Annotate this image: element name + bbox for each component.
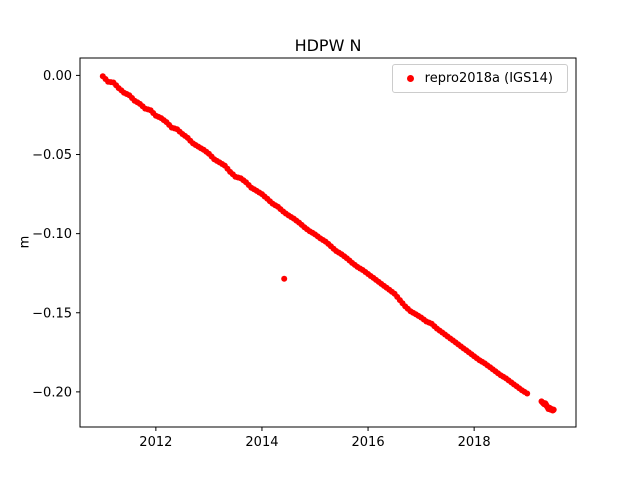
y-axis-label: m [17,235,33,249]
chart-title: HDPW N [294,36,362,55]
scatter-series [99,73,557,414]
data-point [524,390,531,397]
data-point [281,275,288,282]
x-tick-label: 2018 [458,435,491,450]
legend-marker-dot-icon [406,75,414,82]
x-tick-label: 2016 [352,435,385,450]
legend-entry-label: repro2018a (IGS14) [424,71,553,86]
y-tick-label: −0.05 [32,148,72,163]
y-tick-label: −0.10 [32,227,72,242]
legend: repro2018a (IGS14) [391,64,568,93]
data-point [550,406,557,413]
x-tick-label: 2012 [139,435,172,450]
y-tick-label: 0.00 [43,69,72,84]
plot-frame [79,57,577,428]
y-tick-label: −0.15 [32,306,72,321]
y-tick-label: −0.20 [32,385,72,400]
x-tick-label: 2014 [245,435,278,450]
